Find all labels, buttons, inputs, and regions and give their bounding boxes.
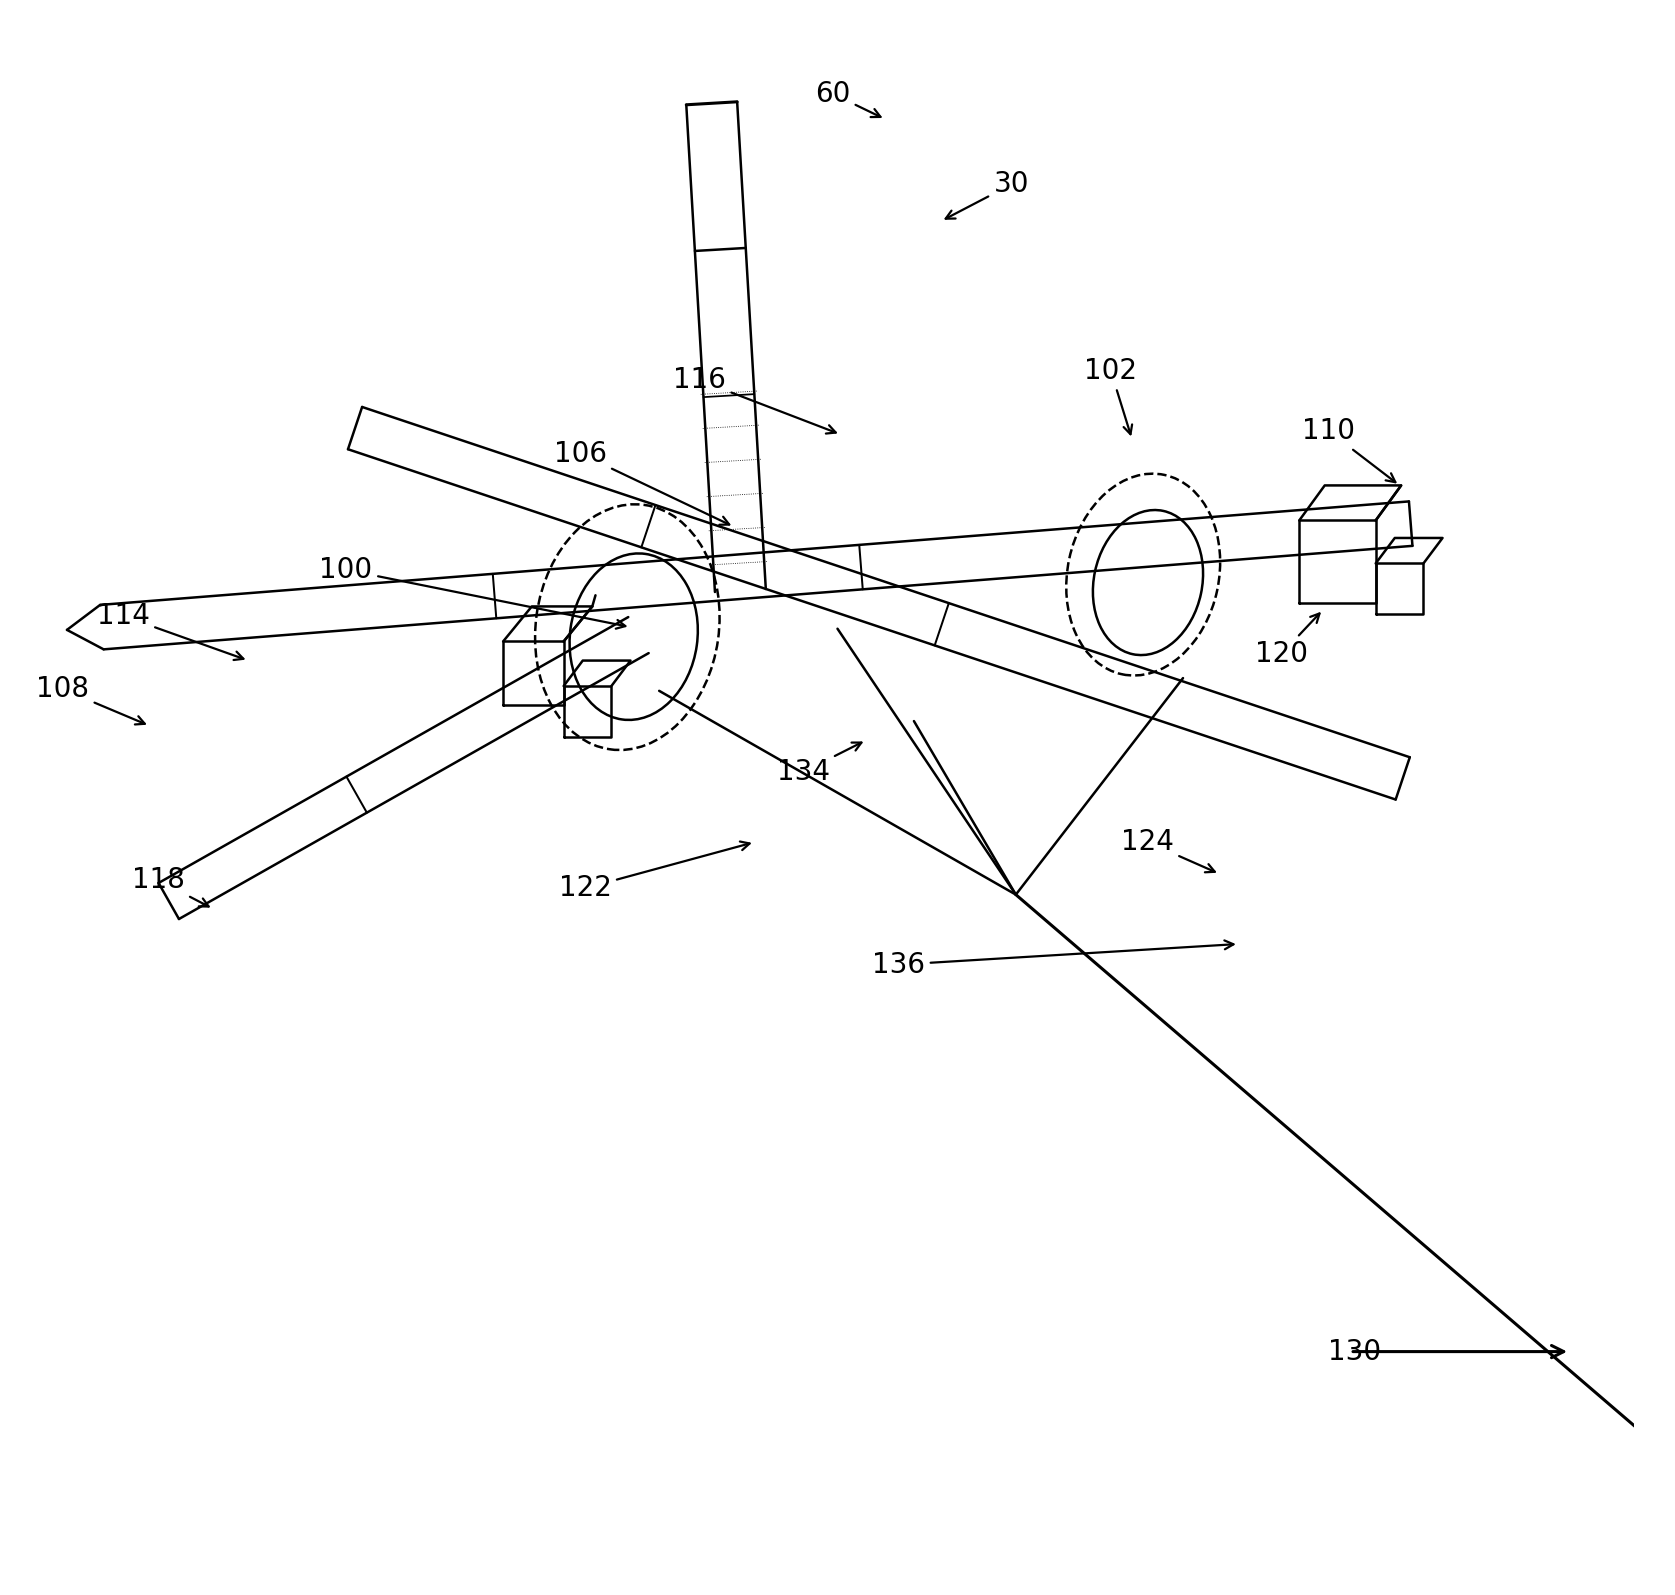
Text: 110: 110 bbox=[1303, 418, 1395, 482]
Text: 118: 118 bbox=[132, 866, 209, 906]
Text: 60: 60 bbox=[814, 80, 881, 116]
Text: 114: 114 bbox=[97, 601, 243, 660]
Text: 130: 130 bbox=[1328, 1338, 1380, 1365]
Text: 102: 102 bbox=[1084, 357, 1137, 434]
Text: 122: 122 bbox=[558, 842, 750, 903]
Text: 134: 134 bbox=[777, 743, 861, 786]
Text: 116: 116 bbox=[673, 367, 836, 434]
Text: 106: 106 bbox=[554, 440, 729, 525]
Text: 100: 100 bbox=[320, 555, 625, 628]
Text: 136: 136 bbox=[873, 941, 1233, 979]
Text: 108: 108 bbox=[37, 675, 144, 724]
Text: 120: 120 bbox=[1255, 614, 1320, 668]
Text: 30: 30 bbox=[946, 171, 1028, 219]
Text: 124: 124 bbox=[1121, 828, 1214, 872]
